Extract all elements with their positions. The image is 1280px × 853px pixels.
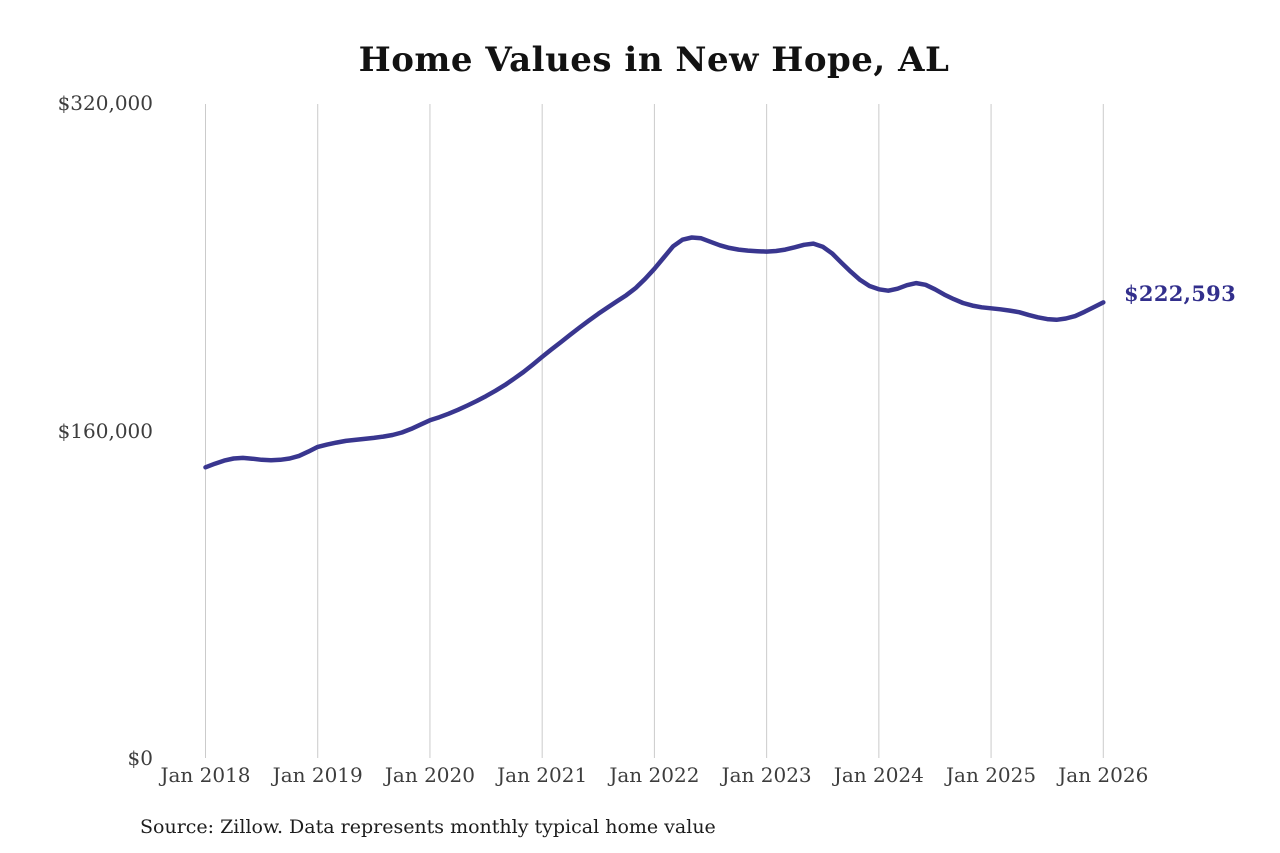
y-axis-tick-label: $0 <box>127 746 153 770</box>
y-axis-tick-label: $320,000 <box>57 91 153 115</box>
x-axis-tick-label: Jan 2023 <box>721 763 812 787</box>
latest-value-annotation: $222,593 <box>1124 281 1236 306</box>
home-value-series-line <box>203 235 1106 470</box>
x-axis-tick-label: Jan 2018 <box>160 763 251 787</box>
x-axis-tick-label: Jan 2022 <box>609 763 700 787</box>
chart-title: Home Values in New Hope, AL <box>358 40 950 80</box>
x-axis-tick-label: Jan 2019 <box>272 763 363 787</box>
x-axis-tick-label: Jan 2024 <box>833 763 924 787</box>
x-axis-tick-label: Jan 2025 <box>946 763 1037 787</box>
x-axis-tick-label: Jan 2020 <box>384 763 475 787</box>
source-note: Source: Zillow. Data represents monthly … <box>140 816 716 838</box>
x-axis-tick-label: Jan 2026 <box>1058 763 1149 787</box>
x-axis-tick-label: Jan 2021 <box>497 763 588 787</box>
y-axis-tick-label: $160,000 <box>57 418 153 443</box>
